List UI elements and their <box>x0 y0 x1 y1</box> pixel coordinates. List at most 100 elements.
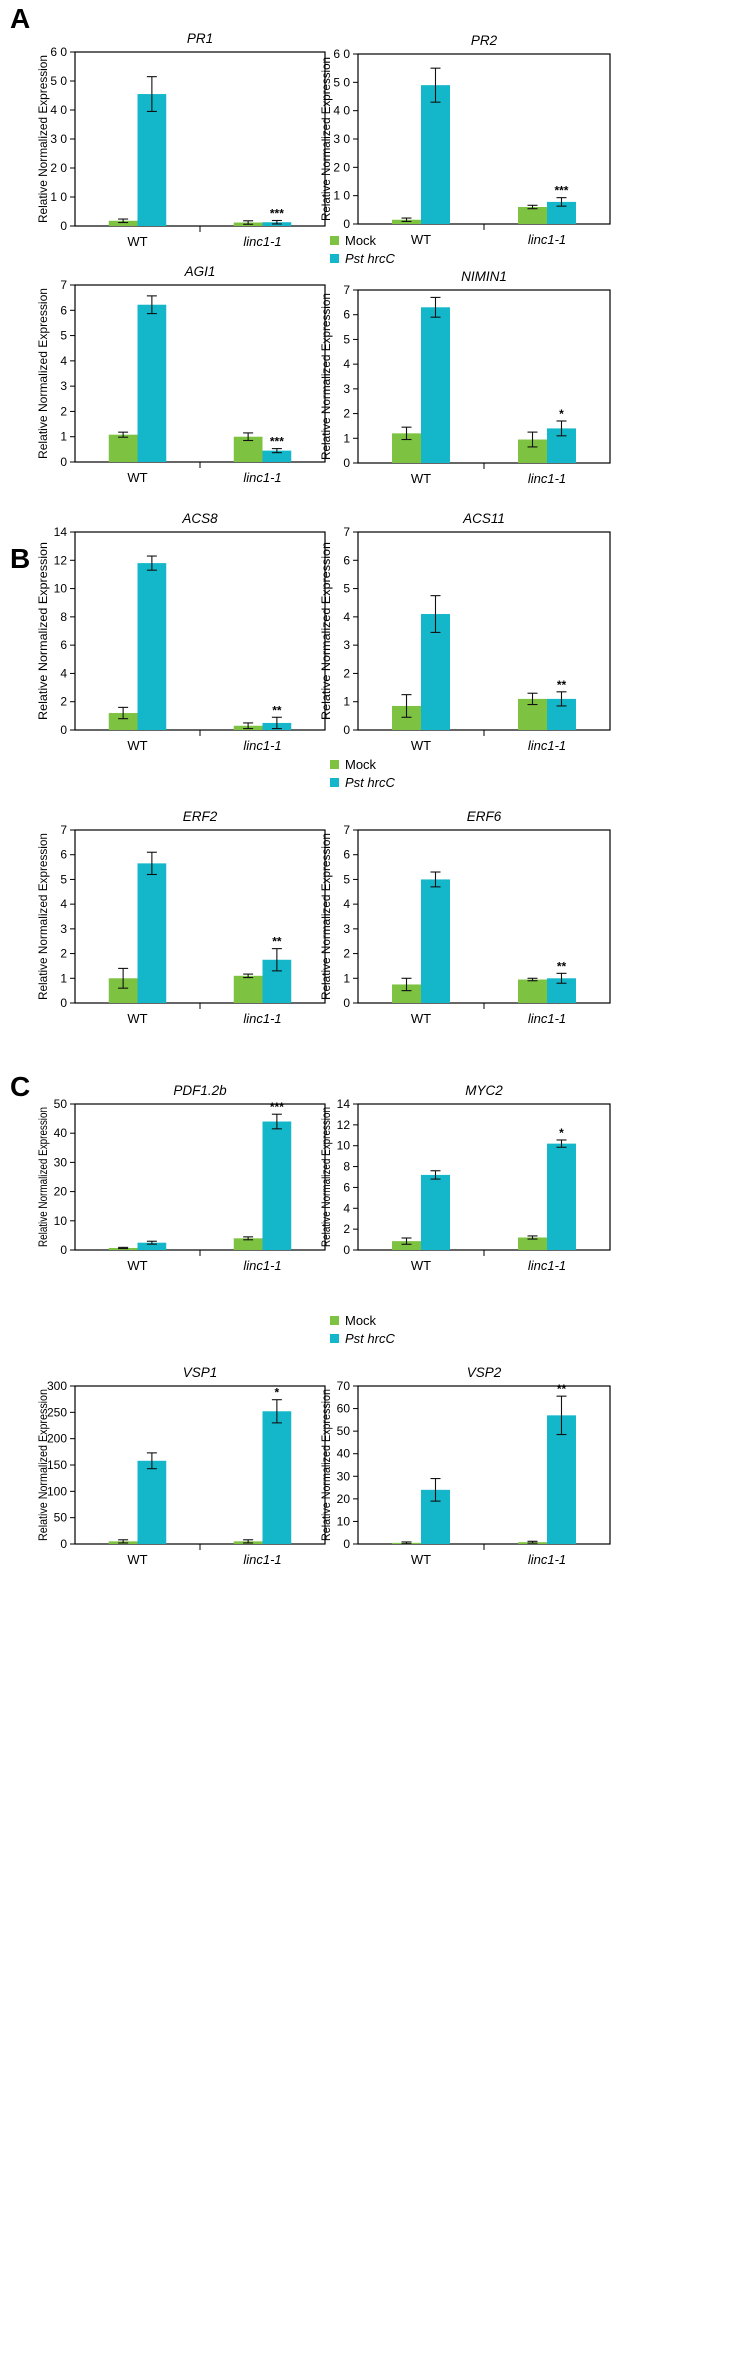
chart-agi1: AGI1 Relative Normalized Expression 0 1 2 3 4 5… <box>36 264 326 485</box>
x-tick-label: linc1-1 <box>243 470 281 485</box>
y-tick-label: 30 <box>54 1155 68 1169</box>
y-tick-label: 1 0 <box>333 189 350 203</box>
y-axis-label: Relative Normalized Expression <box>319 1107 333 1247</box>
x-tick-label: linc1-1 <box>528 738 566 753</box>
error-bar <box>401 1237 412 1245</box>
y-tick-label: 40 <box>337 1447 351 1461</box>
x-tick-label: linc1-1 <box>528 471 566 486</box>
error-bar <box>401 426 412 441</box>
legend-pst-swatch <box>330 778 339 787</box>
chart-title: ERF6 <box>467 809 502 824</box>
y-tick-label: 0 <box>60 1537 67 1551</box>
significance-marker: * <box>559 1126 564 1140</box>
y-tick-label: 4 <box>343 1201 350 1215</box>
y-tick-label: 250 <box>47 1405 67 1419</box>
x-tick-label: WT <box>411 1552 431 1567</box>
bar-mock-linc1-1 <box>518 1237 547 1250</box>
chart-pr1: PR1 Relative Normalized Expression 0 1 0 2 0… <box>36 31 326 249</box>
error-bar <box>556 1395 567 1436</box>
error-bar <box>243 1236 254 1241</box>
x-tick-label: linc1-1 <box>243 738 281 753</box>
y-tick-label: 3 0 <box>333 132 350 146</box>
bar-pst-wt <box>137 1460 167 1544</box>
significance-marker: ** <box>272 935 282 949</box>
y-axis-label: Relative Normalized Expression <box>36 288 50 459</box>
chart-title: ACS11 <box>462 511 505 526</box>
error-bar <box>146 851 157 876</box>
error-bar <box>118 1246 129 1250</box>
chart-nimin1: NIMIN1 Relative Normalized Expression 0 1 2 3… <box>319 269 611 486</box>
y-tick-label: 7 <box>343 525 350 539</box>
y-tick-label: 5 <box>343 332 350 346</box>
y-tick-label: 150 <box>47 1458 67 1472</box>
chart-title: VSP1 <box>183 1365 218 1380</box>
y-tick-label: 6 <box>343 848 350 862</box>
y-tick-label: 2 <box>60 695 67 709</box>
y-tick-label: 0 <box>343 1243 350 1257</box>
y-tick-label: 100 <box>47 1484 67 1498</box>
x-tick-label: WT <box>127 234 147 249</box>
y-tick-label: 0 <box>60 455 67 469</box>
bar-pst-wt <box>137 563 167 730</box>
significance-marker: * <box>275 1386 280 1400</box>
y-tick-label: 5 0 <box>50 74 67 88</box>
y-tick-label: 4 <box>343 897 350 911</box>
chart-acs8: ACS8 Relative Normalized Expression 0 2 4 6 8 1… <box>36 511 326 753</box>
x-tick-label: linc1-1 <box>243 234 281 249</box>
bar-pst-wt <box>137 304 167 462</box>
y-tick-label: 1 <box>343 971 350 985</box>
chart-vsp2: VSP2 Relative Normalized Expression 0 10 20 3… <box>319 1365 611 1567</box>
y-tick-label: 4 <box>60 666 67 680</box>
legend-mock-label: Mock <box>345 1313 377 1328</box>
y-axis-label: Relative Normalized Expression <box>36 542 50 720</box>
error-bar <box>146 555 157 571</box>
x-tick-label: linc1-1 <box>528 1258 566 1273</box>
error-bar <box>527 692 538 706</box>
bar-pst-linc1-1 <box>262 1411 292 1544</box>
error-bar <box>146 76 157 112</box>
x-tick-label: WT <box>127 738 147 753</box>
y-tick-label: 40 <box>54 1126 68 1140</box>
error-bar <box>430 871 441 888</box>
error-bar <box>271 1399 282 1424</box>
bar-pst-wt <box>137 94 167 226</box>
error-bar <box>556 1139 567 1148</box>
bar-mock-linc1-1 <box>233 1238 263 1250</box>
y-tick-label: 6 <box>343 308 350 322</box>
y-tick-label: 3 <box>343 382 350 396</box>
y-tick-label: 12 <box>337 1118 351 1132</box>
y-tick-label: 3 <box>60 922 67 936</box>
y-tick-label: 7 <box>343 823 350 837</box>
significance-marker: *** <box>270 206 284 220</box>
error-bar <box>556 197 567 207</box>
error-bar <box>243 722 254 730</box>
legend-mock-swatch <box>330 236 339 245</box>
y-tick-label: 2 0 <box>333 160 350 174</box>
y-tick-label: 2 0 <box>50 161 67 175</box>
chart-erf2: ERF2 Relative Normalized Expression 0 1 2 3 4 5… <box>36 809 326 1026</box>
bar-pst-linc1-1 <box>547 1415 576 1544</box>
y-tick-label: 20 <box>54 1185 68 1199</box>
y-tick-label: 5 0 <box>333 75 350 89</box>
y-tick-label: 4 0 <box>333 104 350 118</box>
y-tick-label: 7 <box>60 823 67 837</box>
y-tick-label: 2 <box>343 407 350 421</box>
y-tick-label: 8 <box>343 1160 350 1174</box>
y-tick-label: 10 <box>337 1514 351 1528</box>
y-tick-label: 300 <box>47 1379 67 1393</box>
bar-mock-linc1-1 <box>518 439 547 463</box>
y-tick-label: 50 <box>337 1424 351 1438</box>
chart-title: VSP2 <box>467 1365 502 1380</box>
panel-label-b: B <box>10 543 30 574</box>
y-tick-label: 4 <box>343 357 350 371</box>
y-tick-label: 10 <box>54 1214 68 1228</box>
error-bar <box>271 1113 282 1130</box>
plot-frame <box>357 53 611 225</box>
significance-marker: ** <box>557 1382 567 1396</box>
error-bar <box>556 420 567 437</box>
y-tick-label: 4 <box>60 897 67 911</box>
y-tick-label: 1 <box>60 430 67 444</box>
error-bar <box>118 218 129 224</box>
error-bar <box>118 967 129 989</box>
y-tick-label: 20 <box>337 1492 351 1506</box>
